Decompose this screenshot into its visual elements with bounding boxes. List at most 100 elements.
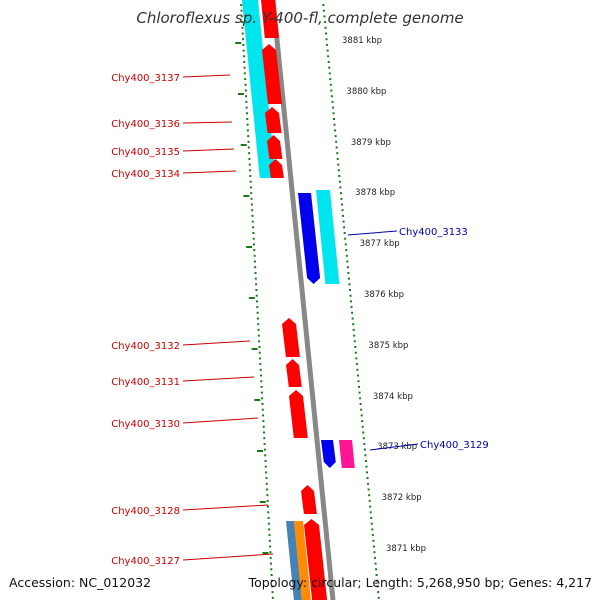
ruler-dot [262, 420, 265, 423]
ruler-dot [270, 562, 273, 565]
ruler-dot [265, 471, 268, 474]
ruler-dot [240, 9, 243, 12]
label-leader-line [182, 170, 237, 174]
ruler-dot [249, 169, 252, 172]
ruler-dot [244, 78, 247, 81]
ruler-dot [247, 140, 250, 143]
ruler-dot [257, 328, 260, 331]
ruler-dot [266, 499, 269, 502]
ruler-dot [263, 431, 266, 434]
ruler-tick [257, 450, 263, 452]
ruler-dot [269, 556, 272, 559]
ruler-tick [243, 195, 250, 197]
ruler-dot [330, 89, 333, 92]
ruler-tick [262, 552, 269, 554]
gene-feature-chy400-3128 [301, 485, 317, 514]
ruler-dot [328, 72, 331, 75]
ruler-dot [263, 437, 266, 440]
ruler-dot [365, 465, 368, 468]
ruler-dot [348, 283, 351, 286]
ruler-dot [268, 534, 271, 537]
ruler-dot [240, 15, 243, 18]
ruler-dot [334, 129, 337, 132]
ruler-dot [322, 4, 325, 6]
ruler-dot [339, 186, 342, 189]
ruler-dot [262, 425, 265, 428]
ruler-dot [352, 328, 355, 331]
ruler-dot [251, 214, 254, 217]
ruler-dot [251, 209, 254, 212]
gene-feature-chy400-3135 [267, 135, 283, 159]
gene-feature-chy400-3132 [282, 318, 300, 357]
ruler-dot [367, 488, 370, 491]
gene-feature-chy400-3134 [269, 159, 284, 178]
ruler-dot [249, 180, 252, 183]
ruler-dot [262, 414, 265, 417]
ruler-dot [267, 511, 270, 514]
ruler-dot [248, 163, 251, 166]
ruler-dot [270, 579, 273, 582]
ruler-dot [242, 43, 245, 46]
ruler-dot [264, 454, 267, 457]
ruler-dot [260, 385, 263, 388]
ruler-dot [245, 106, 248, 109]
gene-label-chy400-3137: Chy400_3137 [111, 73, 180, 84]
ruler-dot [327, 55, 330, 58]
ruler-dot [367, 482, 370, 485]
ruler-dot [257, 334, 260, 337]
ruler-dot [331, 106, 334, 109]
ruler-dot [268, 528, 271, 531]
ruler-dot [248, 157, 251, 160]
ruler-dot [358, 391, 361, 394]
ruler-dot [368, 494, 371, 497]
ruler-dot [266, 488, 269, 491]
scale-tick-label: 3872 kbp [382, 493, 422, 503]
ruler-dot [346, 260, 349, 263]
ruler-dot [244, 83, 247, 86]
gene-feature-chy400-3133 [298, 193, 321, 284]
scale-tick-label: 3881 kbp [342, 36, 382, 46]
ruler-tick [254, 399, 261, 401]
ruler-dot [240, 4, 243, 6]
ruler-dot [255, 294, 258, 297]
gene-feature-chy400-3138 [261, 0, 279, 38]
ruler-dot [358, 385, 361, 388]
ruler-dot [375, 568, 378, 571]
ruler-dot [336, 157, 339, 160]
ruler-dot [373, 551, 376, 554]
ruler-dot [364, 460, 367, 462]
gene-label-chy400-3127: Chy400_3127 [111, 556, 180, 567]
ruler-dot [342, 214, 345, 217]
ruler-tick [237, 93, 244, 95]
gene-feature-chy400-3137 [262, 44, 282, 104]
ruler-dot [245, 100, 248, 103]
right-ruler [322, 4, 380, 599]
ruler-dot [356, 374, 359, 377]
scale-tick-label: 3875 kbp [368, 341, 408, 351]
ruler-dot [333, 118, 336, 120]
ruler-dot [328, 66, 331, 69]
ruler-dot [269, 551, 272, 554]
label-leader-line [182, 340, 251, 346]
ruler-dot [326, 49, 329, 52]
gene-feature-chy400-3136 [265, 107, 282, 133]
gene-feature-chy400-3131 [286, 359, 302, 387]
ruler-tick [248, 297, 255, 299]
scale-tick-label: 3871 kbp [386, 544, 426, 554]
ruler-dot [241, 21, 244, 24]
ruler-dot [249, 186, 252, 189]
gene-feature-steelblue [286, 521, 302, 600]
ruler-dot [270, 568, 273, 571]
ruler-dot [259, 357, 262, 360]
ruler-dot [271, 596, 274, 599]
ruler-dot [247, 135, 250, 138]
ruler-dot [332, 112, 335, 115]
gene-label-chy400-3136: Chy400_3136 [111, 119, 180, 130]
ruler-dot [329, 78, 332, 81]
gene-feature-cyan-2 [316, 190, 340, 284]
ruler-dot [250, 197, 253, 200]
genome-backbone [270, 0, 336, 601]
ruler-tick [235, 42, 242, 44]
ruler-dot [250, 203, 253, 206]
